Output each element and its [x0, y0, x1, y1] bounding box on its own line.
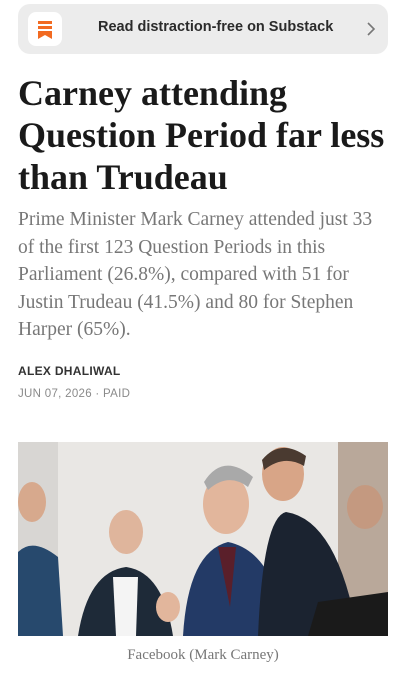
substack-icon — [28, 12, 62, 46]
banner-text: Read distraction-free on Substack — [98, 19, 334, 35]
chevron — [367, 22, 376, 36]
post-meta: JUN 07, 2026 · PAID — [18, 388, 131, 400]
icon — [38, 21, 52, 39]
article-title: Carney attending Question Period far les… — [18, 73, 385, 197]
author[interactable]: ALEX DHALIWAL — [18, 364, 121, 378]
article-subtitle: Prime Minister Mark Carney attended just… — [18, 209, 373, 340]
substack-banner[interactable]: Read distraction-free on Substack — [18, 4, 388, 54]
photo-caption: Facebook (Mark Carney) — [127, 647, 279, 663]
article-photo — [18, 442, 388, 636]
